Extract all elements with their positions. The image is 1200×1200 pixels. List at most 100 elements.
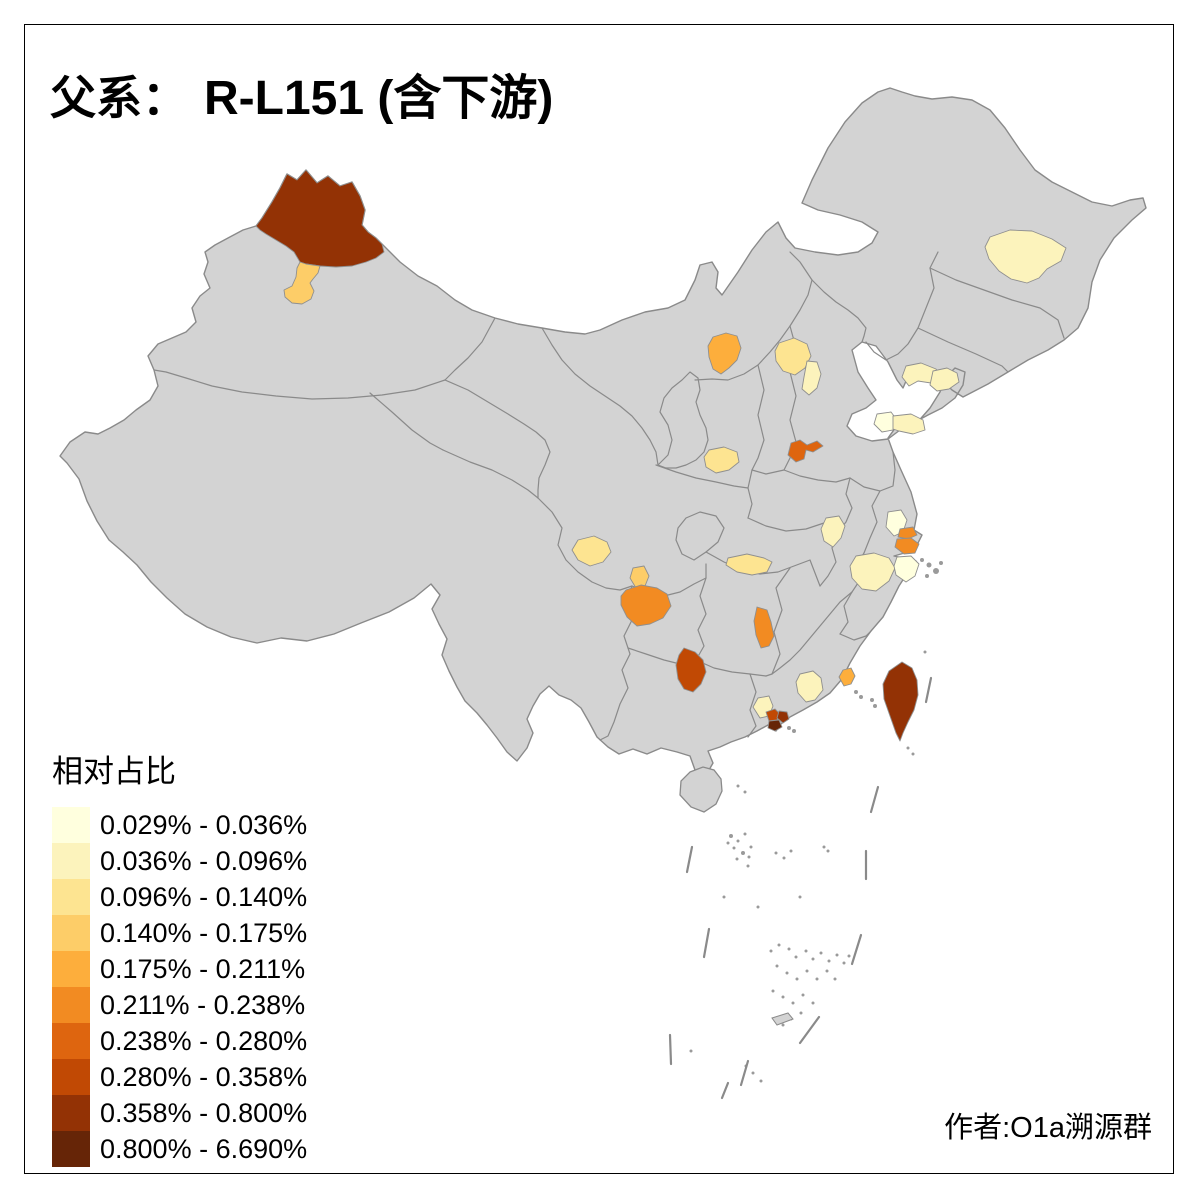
province-border-line xyxy=(695,577,707,661)
map-region xyxy=(893,555,920,583)
island-dot xyxy=(722,895,726,899)
mainland-outline xyxy=(59,87,1147,778)
island-dot xyxy=(726,841,730,845)
hainan-island xyxy=(679,766,723,813)
legend-swatch xyxy=(52,951,90,987)
island-dot xyxy=(777,943,781,947)
legend-swatch xyxy=(52,807,90,843)
island-dot xyxy=(794,955,798,959)
legend-row: 0.029% - 0.036% xyxy=(52,807,307,843)
dash-segment xyxy=(702,927,711,959)
map-region xyxy=(774,337,812,376)
legend-swatch xyxy=(52,879,90,915)
map-region xyxy=(675,647,707,693)
dash-segment xyxy=(668,1033,673,1066)
province-border-line xyxy=(917,327,1009,373)
province-border-line xyxy=(444,317,496,381)
province-border-line xyxy=(747,673,757,738)
legend-swatch xyxy=(52,1059,90,1095)
colored-regions xyxy=(255,169,1067,742)
province-border-line xyxy=(153,369,446,400)
island-dot xyxy=(759,1079,763,1083)
map-region xyxy=(894,537,920,555)
island-dot xyxy=(925,574,929,578)
legend-label: 0.800% - 6.690% xyxy=(100,1134,308,1164)
island-dot xyxy=(782,856,786,860)
map-region xyxy=(753,606,775,649)
island-dot xyxy=(859,695,863,699)
legend-label: 0.211% - 0.238% xyxy=(100,990,306,1020)
island-dot xyxy=(732,846,736,850)
dash-segment xyxy=(798,1015,821,1045)
island-dot xyxy=(785,971,789,975)
page-title: 父系： R-L151 (含下游) xyxy=(50,58,553,128)
legend-swatch xyxy=(52,1023,90,1059)
island-dot xyxy=(795,977,799,981)
dash-segment xyxy=(869,785,880,814)
legend-row: 0.175% - 0.211% xyxy=(52,951,307,987)
island-dot xyxy=(811,1001,815,1005)
map-region xyxy=(571,535,612,567)
title-cjk-prefix: 父系： xyxy=(50,73,188,124)
legend-row: 0.238% - 0.280% xyxy=(52,1023,307,1059)
map-region xyxy=(767,719,783,732)
province-border-line xyxy=(747,469,753,519)
island-dot xyxy=(833,977,837,981)
island-dot xyxy=(775,964,779,968)
island-dot xyxy=(689,1049,693,1053)
map-region xyxy=(929,367,960,392)
legend-label: 0.175% - 0.211% xyxy=(100,954,306,984)
dash-line-segments xyxy=(668,676,933,1100)
island-dot xyxy=(736,784,740,788)
island-dot xyxy=(819,951,823,955)
legend-row: 0.096% - 0.140% xyxy=(52,879,307,915)
legend-row: 0.211% - 0.238% xyxy=(52,987,307,1023)
map-region xyxy=(776,710,790,724)
legend-label: 0.358% - 0.800% xyxy=(100,1098,308,1128)
province-border-line xyxy=(863,490,881,554)
province-border-line xyxy=(541,327,659,466)
island-dot xyxy=(842,961,846,965)
dash-segment xyxy=(720,1081,730,1100)
map-region xyxy=(787,439,824,463)
province-border-line xyxy=(839,591,853,635)
legend-swatch xyxy=(52,1131,90,1167)
map-region xyxy=(873,411,898,433)
province-border-line xyxy=(751,469,785,475)
island-dot xyxy=(835,953,839,957)
island-dot xyxy=(787,726,791,730)
dash-segment xyxy=(685,845,694,874)
map-region xyxy=(725,553,773,576)
province-border-line xyxy=(751,364,765,471)
map-region xyxy=(801,360,822,396)
map-region xyxy=(795,670,824,703)
legend-label: 0.036% - 0.096% xyxy=(100,846,308,876)
island-dot xyxy=(873,704,877,708)
attribution-text: 作者:O1a溯源群 xyxy=(944,1112,1152,1144)
island-dot xyxy=(791,1001,795,1005)
province-border-line xyxy=(444,379,551,499)
island-dot xyxy=(805,969,809,973)
island-dot xyxy=(774,851,778,855)
island-dot xyxy=(939,561,943,565)
province-border-line xyxy=(369,392,444,451)
province-border-line xyxy=(839,630,872,641)
islands xyxy=(689,558,943,1083)
island-dot xyxy=(743,832,747,836)
legend-label: 0.140% - 0.175% xyxy=(100,918,308,948)
island-dot xyxy=(798,895,802,899)
island-dot xyxy=(746,864,750,868)
map-region xyxy=(892,413,926,435)
legend: 相对占比 0.029% - 0.036% 0.036% - 0.096% 0.096… xyxy=(52,746,307,1167)
island-dot xyxy=(811,957,815,961)
legend-swatch xyxy=(52,843,90,879)
legend-swatch xyxy=(52,987,90,1023)
island-dot xyxy=(815,977,819,981)
island-dot xyxy=(906,746,910,750)
map-region xyxy=(283,261,321,305)
province-border-line xyxy=(783,469,851,483)
province-border-line xyxy=(811,279,867,343)
dash-segment xyxy=(850,933,863,966)
